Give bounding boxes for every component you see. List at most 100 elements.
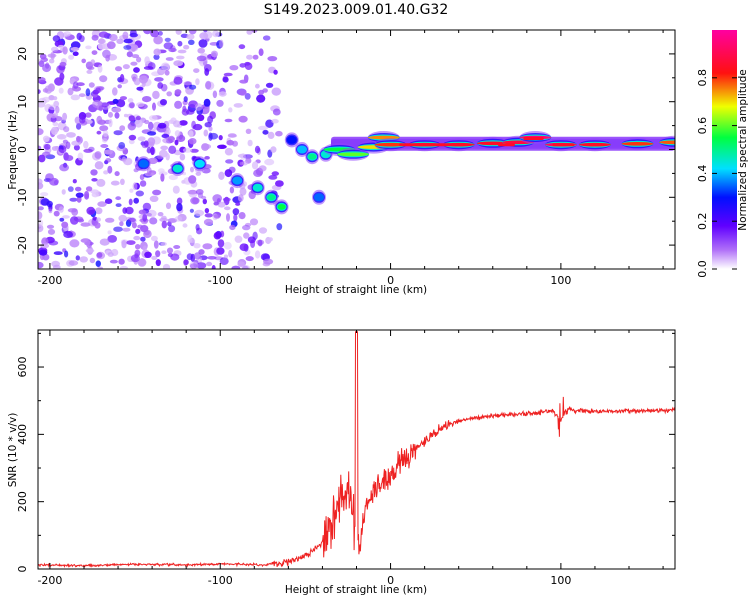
noise-blob <box>103 149 113 155</box>
noise-blob <box>161 220 167 229</box>
noise-blob <box>59 217 65 222</box>
ridge-point <box>233 177 242 184</box>
noise-blob <box>100 144 109 148</box>
noise-blob <box>191 120 197 130</box>
noise-blob <box>172 185 180 194</box>
noise-blob <box>85 112 92 118</box>
noise-blob <box>79 115 86 124</box>
noise-blob <box>72 51 79 56</box>
noise-blob <box>130 254 140 263</box>
colorbar-tick-label: 0.4 <box>696 165 709 183</box>
noise-blob <box>114 171 120 177</box>
noise-blob <box>160 173 165 182</box>
noise-blob <box>196 55 207 62</box>
noise-blob <box>142 96 152 103</box>
noise-blob <box>213 214 221 219</box>
noise-blob <box>148 121 154 130</box>
noise-blob <box>153 35 163 45</box>
noise-blob <box>67 186 74 192</box>
noise-blob <box>131 222 137 229</box>
noise-blob <box>120 178 125 185</box>
heatmap-y-tick-label: 20 <box>16 47 29 61</box>
noise-blob <box>112 87 118 96</box>
noise-blob <box>97 64 103 73</box>
noise-blob <box>46 200 53 208</box>
noise-blob <box>157 212 164 217</box>
noise-blob <box>239 90 247 96</box>
noise-blob <box>109 259 118 264</box>
noise-blob <box>58 206 64 213</box>
noise-blob <box>141 79 146 88</box>
noise-blob <box>144 56 150 65</box>
noise-blob <box>212 30 220 38</box>
noise-blob <box>203 129 209 137</box>
noise-blob <box>174 215 183 222</box>
noise-blob <box>69 197 78 202</box>
noise-blob <box>119 221 124 227</box>
noise-blob <box>63 126 70 133</box>
ridge-core <box>497 143 515 147</box>
noise-blob <box>119 125 126 132</box>
noise-blob <box>168 174 178 181</box>
noise-blob <box>219 257 229 265</box>
noise-blob <box>262 129 269 135</box>
noise-blob <box>218 135 223 141</box>
noise-blob <box>183 96 188 103</box>
noise-blob <box>95 87 101 94</box>
noise-blob <box>63 230 73 239</box>
noise-blob <box>120 96 127 101</box>
noise-blob <box>62 46 68 55</box>
noise-blob <box>63 31 71 37</box>
noise-blob <box>176 203 183 212</box>
noise-blob <box>167 218 178 223</box>
noise-blob <box>239 187 247 196</box>
noise-blob <box>183 81 192 86</box>
noise-blob <box>202 198 207 205</box>
noise-blob <box>218 171 225 180</box>
noise-blob <box>65 141 71 150</box>
ridge-point <box>139 161 148 167</box>
ridge-point <box>173 165 182 172</box>
noise-blob <box>102 130 109 138</box>
noise-blob <box>242 224 251 231</box>
noise-blob <box>153 240 159 249</box>
noise-blob <box>55 105 60 114</box>
noise-blob <box>50 114 57 119</box>
noise-blob <box>254 145 261 154</box>
noise-blob <box>216 247 225 255</box>
noise-blob <box>118 142 126 149</box>
noise-blob <box>134 119 143 128</box>
noise-blob <box>64 155 74 161</box>
noise-blob <box>270 146 277 153</box>
noise-blob <box>183 259 189 266</box>
noise-blob <box>59 72 65 81</box>
noise-blob <box>141 141 149 149</box>
noise-blob <box>234 235 243 243</box>
noise-blob <box>275 180 284 187</box>
noise-blob <box>203 30 208 33</box>
noise-blob <box>102 138 108 143</box>
heatmap-x-tick-label: 0 <box>387 274 394 287</box>
noise-blob <box>182 105 187 113</box>
noise-blob <box>41 237 49 246</box>
noise-blob <box>152 189 162 196</box>
noise-blob <box>197 47 205 54</box>
noise-blob <box>142 213 148 222</box>
noise-blob <box>56 134 67 140</box>
noise-blob <box>108 118 113 128</box>
noise-blob <box>128 115 135 122</box>
noise-blob <box>190 148 199 153</box>
noise-blob <box>97 201 107 207</box>
noise-blob <box>150 146 155 156</box>
noise-blob <box>149 195 159 202</box>
noise-blob <box>157 155 163 160</box>
noise-blob <box>40 192 49 197</box>
noise-blob <box>96 130 102 135</box>
noise-blob <box>174 100 183 109</box>
colorbar-tick-label: 0.2 <box>696 212 709 230</box>
noise-blob <box>44 143 51 150</box>
noise-blob <box>144 251 152 258</box>
noise-blob <box>38 60 45 68</box>
ridge-point <box>267 194 276 201</box>
snr-x-tick-label: 0 <box>387 574 394 587</box>
